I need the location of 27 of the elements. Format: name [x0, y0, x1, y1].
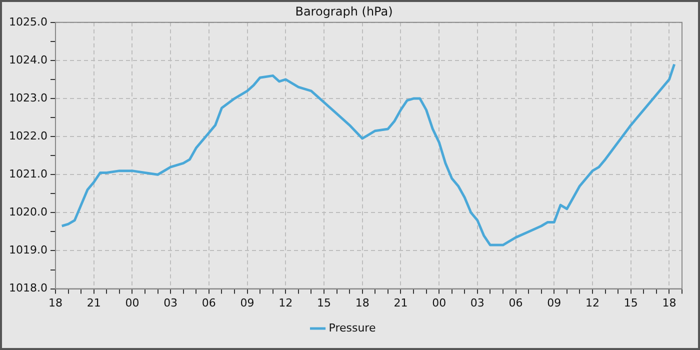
x-tick-label: 18: [355, 296, 370, 310]
y-tick-label: 1021.0: [8, 167, 48, 180]
x-tick-label: 00: [125, 296, 140, 310]
y-tick-label: 1020.0: [8, 206, 48, 219]
x-tick-label: 09: [547, 296, 562, 310]
y-tick-label: 1024.0: [8, 53, 48, 66]
x-tick-label: 15: [624, 296, 638, 310]
x-tick-label: 18: [48, 296, 62, 310]
x-tick-label: 12: [278, 296, 293, 310]
x-tick-label: 06: [202, 296, 216, 310]
x-tick-label: 00: [432, 296, 446, 310]
x-tick-label: 21: [86, 296, 101, 310]
x-tick-label: 06: [508, 296, 523, 310]
x-tick-label: 03: [470, 296, 484, 310]
y-tick-label: 1019.0: [8, 244, 48, 257]
y-tick-label: 1022.0: [8, 129, 48, 142]
x-tick-label: 03: [164, 296, 178, 310]
y-tick-label: 1018.0: [8, 282, 48, 295]
chart-title: Barograph (hPa): [295, 4, 393, 18]
y-tick-label: 1025.0: [8, 15, 48, 28]
x-tick-label: 15: [316, 296, 331, 310]
x-tick-label: 09: [240, 296, 254, 310]
legend-label: Pressure: [328, 321, 376, 334]
x-tick-label: 18: [662, 296, 676, 310]
x-tick-label: 21: [394, 296, 408, 310]
x-tick-label: 12: [586, 296, 600, 310]
y-tick-label: 1023.0: [8, 91, 48, 104]
